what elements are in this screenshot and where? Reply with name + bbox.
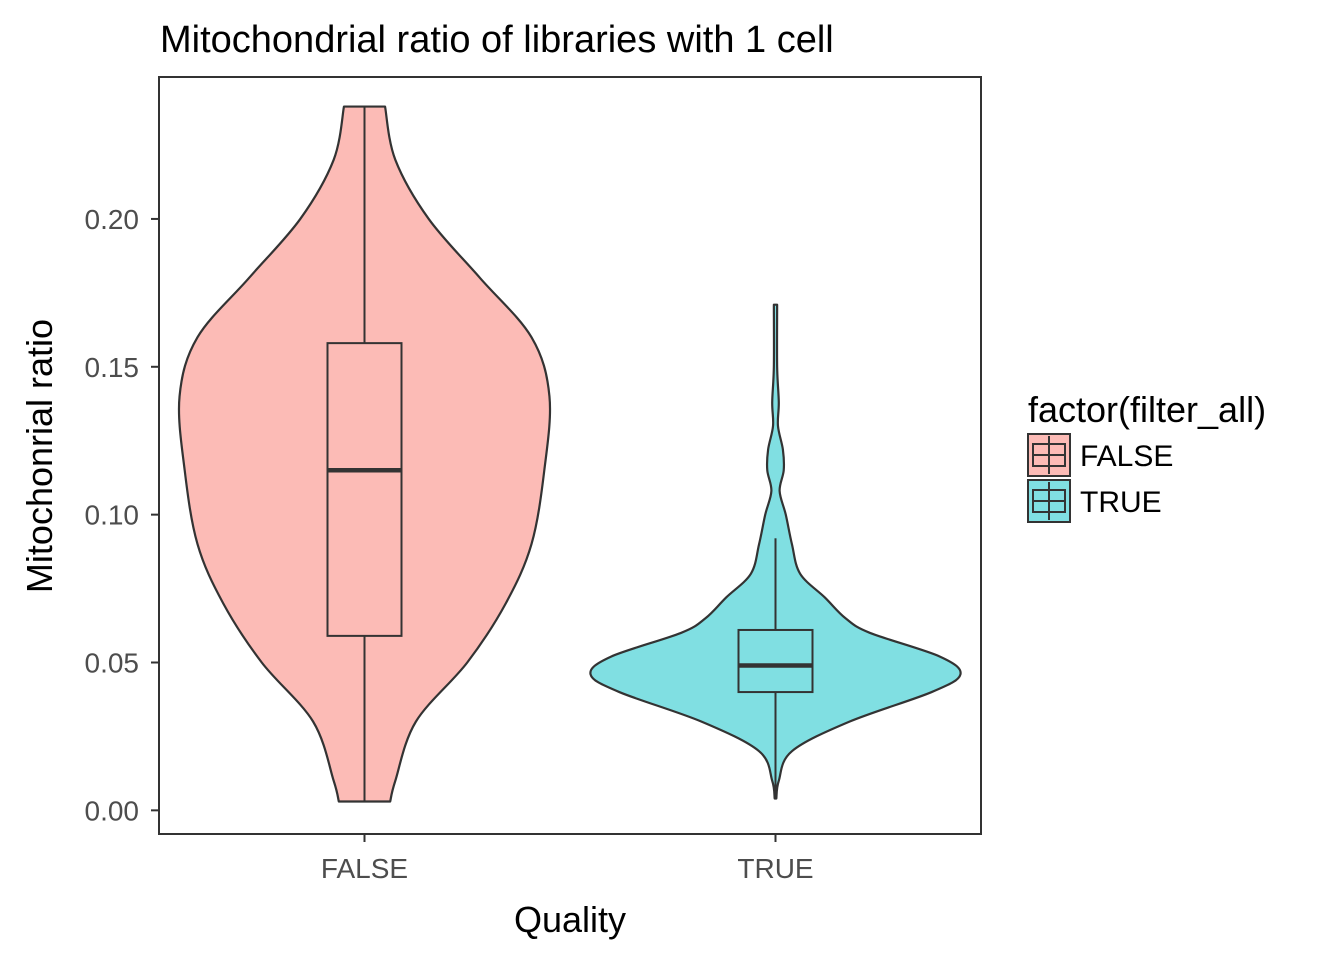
y-tick-label: 0.20 bbox=[85, 204, 140, 235]
y-tick-label: 0.15 bbox=[85, 352, 140, 383]
x-axis: FALSE TRUE bbox=[321, 834, 814, 884]
boxplots-layer bbox=[326, 106, 814, 802]
y-tick-label: 0.10 bbox=[85, 500, 140, 531]
x-tick-label: TRUE bbox=[737, 853, 813, 884]
x-tick-label: FALSE bbox=[321, 853, 408, 884]
chart-title: Mitochondrial ratio of libraries with 1 … bbox=[160, 19, 834, 61]
violin-false bbox=[177, 105, 552, 803]
x-axis-title: Quality bbox=[514, 899, 626, 940]
legend-items: FALSE TRUE bbox=[1027, 433, 1173, 523]
y-axis-title: Mitochonrial ratio bbox=[19, 319, 60, 593]
legend-label: TRUE bbox=[1080, 486, 1162, 519]
boxplot-true bbox=[737, 538, 814, 799]
y-tick-label: 0.00 bbox=[85, 795, 140, 826]
y-tick-label: 0.05 bbox=[85, 647, 140, 678]
legend-item-false: FALSE bbox=[1027, 433, 1173, 477]
legend-title: factor(filter_all) bbox=[1028, 389, 1266, 430]
box-iqr bbox=[737, 628, 814, 694]
legend-item-true: TRUE bbox=[1027, 479, 1162, 523]
legend-label: FALSE bbox=[1080, 440, 1173, 473]
box-iqr bbox=[326, 342, 403, 637]
boxplot-false bbox=[326, 106, 403, 802]
y-axis: 0.00 0.05 0.10 0.15 0.20 bbox=[85, 204, 159, 826]
legend: factor(filter_all) FALSE TRUE bbox=[1027, 389, 1266, 523]
